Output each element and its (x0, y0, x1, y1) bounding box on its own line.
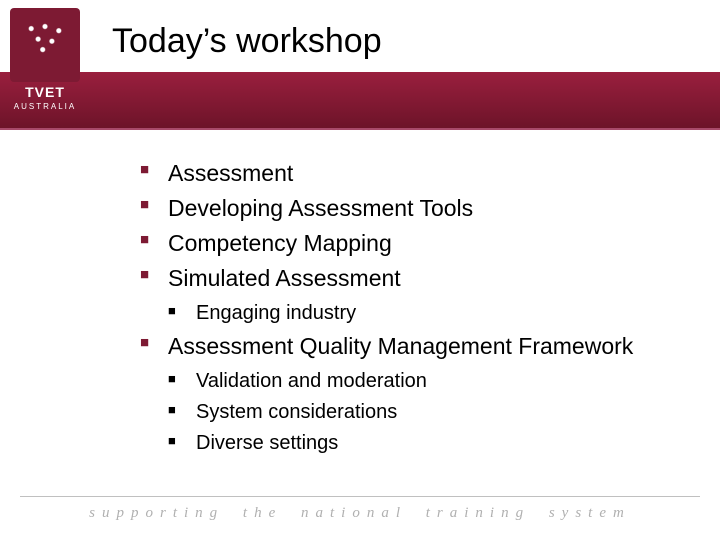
sub-list-item-label: Diverse settings (196, 432, 338, 454)
footer-word: system (549, 505, 631, 521)
sub-list-item-label: Validation and moderation (196, 370, 427, 392)
sub-list-item: Diverse settings (168, 430, 690, 457)
list-item-label: Simulated Assessment (168, 265, 401, 291)
list-item: Competency Mapping (140, 228, 690, 259)
sub-list-item: Engaging industry (168, 300, 690, 327)
logo-block: TVET AUSTRALIA (10, 8, 80, 111)
list-item-label: Competency Mapping (168, 230, 392, 256)
slide-title: Today’s workshop (112, 22, 382, 65)
logo-text-2: AUSTRALIA (10, 102, 80, 111)
list-item: Simulated Assessment Engaging industry (140, 263, 690, 327)
footer-word: training (426, 505, 530, 521)
header-dark-strip (0, 72, 720, 130)
footer-tagline: supporting the national training system (20, 496, 700, 522)
logo-icon (10, 8, 80, 82)
header-rule (0, 128, 720, 130)
sub-list-item-label: Engaging industry (196, 302, 356, 324)
list-item-label: Assessment Quality Management Framework (168, 333, 633, 359)
sub-list-item: Validation and moderation (168, 368, 690, 395)
list-item: Assessment Quality Management Framework … (140, 331, 690, 457)
bullet-list: Assessment Developing Assessment Tools C… (140, 158, 690, 457)
sub-list-item-label: System considerations (196, 401, 397, 423)
sub-bullet-list: Engaging industry (168, 300, 690, 327)
sub-bullet-list: Validation and moderation System conside… (168, 368, 690, 457)
list-item: Assessment (140, 158, 690, 189)
slide: Today’s workshop TVET AUSTRALIA Assessme… (0, 0, 720, 540)
list-item-label: Developing Assessment Tools (168, 195, 473, 221)
content-area: Assessment Developing Assessment Tools C… (140, 158, 690, 461)
footer-word: national (301, 505, 407, 521)
footer-word: supporting (89, 505, 224, 521)
sub-list-item: System considerations (168, 399, 690, 426)
list-item: Developing Assessment Tools (140, 193, 690, 224)
logo-text-1: TVET (10, 84, 80, 100)
footer-word: the (243, 505, 282, 521)
list-item-label: Assessment (168, 160, 293, 186)
